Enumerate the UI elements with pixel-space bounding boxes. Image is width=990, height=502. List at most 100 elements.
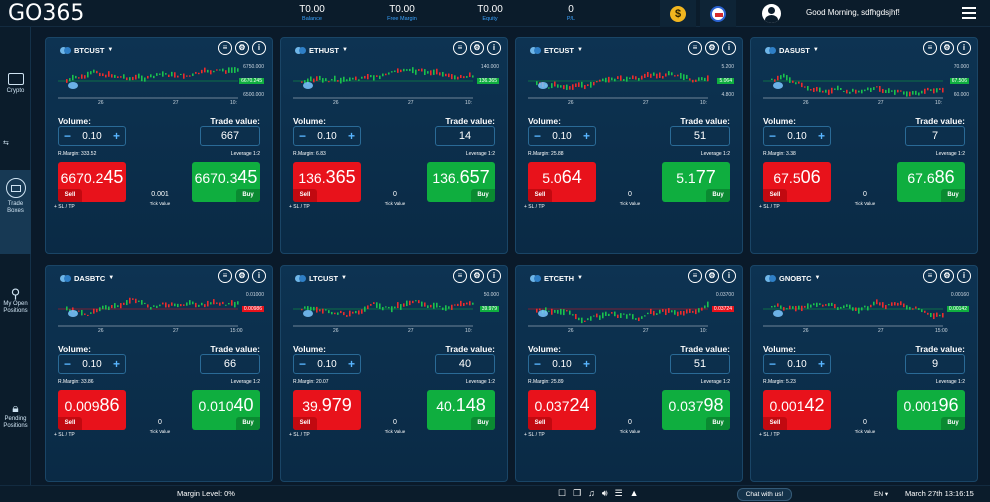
sidebar-item-pending-positions[interactable]: 🔒︎ Pending Positions bbox=[0, 402, 31, 430]
language-select[interactable]: EN ▾ bbox=[874, 491, 889, 498]
sell-button[interactable]: 67.506 Sell bbox=[763, 162, 831, 202]
volume-stepper[interactable]: − 0.10 + bbox=[58, 354, 126, 374]
volume-value[interactable]: 0.10 bbox=[552, 130, 572, 142]
minus-icon[interactable]: − bbox=[534, 357, 542, 371]
minus-icon[interactable]: − bbox=[769, 129, 777, 143]
buy-button[interactable]: 67.686 Buy bbox=[897, 162, 965, 202]
buy-button[interactable]: 6670.345 Buy bbox=[192, 162, 260, 202]
price-chart[interactable]: 26 27 10: 70.000 60.000 67.506 bbox=[763, 62, 969, 108]
avatar[interactable] bbox=[762, 4, 781, 23]
symbol-selector[interactable]: DASUST ▼ bbox=[765, 44, 819, 56]
minus-icon[interactable]: − bbox=[299, 357, 307, 371]
sl-tp-link[interactable]: + SL / TP bbox=[289, 204, 310, 210]
info-icon[interactable]: i bbox=[487, 269, 501, 283]
volume-value[interactable]: 0.10 bbox=[787, 130, 807, 142]
sl-tp-link[interactable]: + SL / TP bbox=[524, 432, 545, 438]
symbol-selector[interactable]: ETCUST ▼ bbox=[530, 44, 583, 56]
info-icon[interactable]: i bbox=[957, 269, 971, 283]
info-icon[interactable]: i bbox=[722, 41, 736, 55]
app-logo[interactable]: GO365 bbox=[8, 1, 85, 26]
minus-icon[interactable]: − bbox=[64, 129, 72, 143]
info-icon[interactable]: i bbox=[722, 269, 736, 283]
sidebar-item-trade-boxes[interactable]: Trade Boxes bbox=[0, 170, 31, 254]
volume-stepper[interactable]: − 0.10 + bbox=[293, 126, 361, 146]
volume-value[interactable]: 0.10 bbox=[82, 130, 102, 142]
volume-stepper[interactable]: − 0.10 + bbox=[58, 126, 126, 146]
symbol-selector[interactable]: LTCUST ▼ bbox=[295, 272, 347, 284]
buy-button[interactable]: 40.148 Buy bbox=[427, 390, 495, 430]
symbol-selector[interactable]: ETHUST ▼ bbox=[295, 44, 348, 56]
info-icon[interactable]: i bbox=[252, 269, 266, 283]
list-icon[interactable]: ≡ bbox=[688, 41, 702, 55]
minus-icon[interactable]: − bbox=[299, 129, 307, 143]
plus-icon[interactable]: + bbox=[817, 129, 825, 143]
minus-icon[interactable]: − bbox=[769, 357, 777, 371]
list-icon[interactable]: ≡ bbox=[688, 269, 702, 283]
volume-value[interactable]: 0.10 bbox=[552, 358, 572, 370]
sell-button[interactable]: 39.979 Sell bbox=[293, 390, 361, 430]
settings-icon[interactable]: ⚙ bbox=[235, 269, 249, 283]
list-icon[interactable]: ≡ bbox=[453, 269, 467, 283]
sell-button[interactable]: 0.03724 Sell bbox=[528, 390, 596, 430]
price-chart[interactable]: 26 27 15:00 0.00160 0.00142 bbox=[763, 290, 969, 336]
symbol-selector[interactable]: ETCETH ▼ bbox=[530, 272, 583, 284]
trade-value-field[interactable]: 14 bbox=[435, 126, 495, 146]
plus-icon[interactable]: + bbox=[582, 357, 590, 371]
sound-icon[interactable]: 🔊︎ bbox=[601, 488, 608, 498]
settings-icon[interactable]: ⚙ bbox=[940, 41, 954, 55]
sell-button[interactable]: 0.00142 Sell bbox=[763, 390, 831, 430]
buy-button[interactable]: 0.03798 Buy bbox=[662, 390, 730, 430]
sl-tp-link[interactable]: + SL / TP bbox=[759, 432, 780, 438]
trade-value-field[interactable]: 7 bbox=[905, 126, 965, 146]
sidebar-item-open-positions[interactable]: ⚲ My Open Positions bbox=[0, 287, 31, 315]
price-chart[interactable]: 26 27 10: 140.000 136.365 bbox=[293, 62, 499, 108]
volume-value[interactable]: 0.10 bbox=[317, 358, 337, 370]
windows-icon[interactable]: ❐ bbox=[573, 488, 582, 498]
settings-icon[interactable]: ⚙ bbox=[705, 41, 719, 55]
symbol-selector[interactable]: DASBTC ▼ bbox=[60, 272, 114, 284]
buy-button[interactable]: 5.177 Buy bbox=[662, 162, 730, 202]
info-icon[interactable]: i bbox=[957, 41, 971, 55]
trade-value-field[interactable]: 40 bbox=[435, 354, 495, 374]
settings-icon[interactable]: ⚙ bbox=[235, 41, 249, 55]
sl-tp-link[interactable]: + SL / TP bbox=[289, 432, 310, 438]
price-chart[interactable]: 26 27 15:00 0.01000 0.00986 bbox=[58, 290, 264, 336]
plus-icon[interactable]: + bbox=[582, 129, 590, 143]
minus-icon[interactable]: − bbox=[64, 357, 72, 371]
trade-value-field[interactable]: 667 bbox=[200, 126, 260, 146]
trade-value-field[interactable]: 9 bbox=[905, 354, 965, 374]
sidebar-item-crypto[interactable]: Crypto bbox=[0, 73, 31, 95]
swap-icon[interactable]: ⇆ bbox=[3, 140, 9, 147]
buy-button[interactable]: 136.657 Buy bbox=[427, 162, 495, 202]
volume-stepper[interactable]: − 0.10 + bbox=[763, 126, 831, 146]
trade-value-field[interactable]: 51 bbox=[670, 354, 730, 374]
chat-button[interactable]: Chat with us! bbox=[737, 488, 792, 501]
volume-stepper[interactable]: − 0.10 + bbox=[528, 126, 596, 146]
buy-button[interactable]: 0.01040 Buy bbox=[192, 390, 260, 430]
deposit-button[interactable]: $ bbox=[660, 0, 696, 27]
plus-icon[interactable]: + bbox=[112, 129, 120, 143]
trade-value-field[interactable]: 51 bbox=[670, 126, 730, 146]
sell-button[interactable]: 0.00986 Sell bbox=[58, 390, 126, 430]
sl-tp-link[interactable]: + SL / TP bbox=[54, 204, 75, 210]
list-icon[interactable]: ≡ bbox=[923, 269, 937, 283]
settings-icon[interactable]: ⚙ bbox=[470, 269, 484, 283]
window-icon[interactable]: ☐ bbox=[558, 488, 567, 498]
volume-stepper[interactable]: − 0.10 + bbox=[763, 354, 831, 374]
language-button[interactable] bbox=[700, 0, 736, 27]
volume-stepper[interactable]: − 0.10 + bbox=[293, 354, 361, 374]
volume-value[interactable]: 0.10 bbox=[317, 130, 337, 142]
bell-icon[interactable]: ♫ bbox=[588, 488, 595, 498]
buy-button[interactable]: 0.00196 Buy bbox=[897, 390, 965, 430]
sell-button[interactable]: 6670.245 Sell bbox=[58, 162, 126, 202]
plus-icon[interactable]: + bbox=[112, 357, 120, 371]
sl-tp-link[interactable]: + SL / TP bbox=[524, 204, 545, 210]
settings-icon[interactable]: ⚙ bbox=[705, 269, 719, 283]
menu-icon[interactable] bbox=[962, 7, 976, 19]
list-icon[interactable]: ≡ bbox=[218, 269, 232, 283]
list-icon[interactable]: ≡ bbox=[218, 41, 232, 55]
volume-value[interactable]: 0.10 bbox=[787, 358, 807, 370]
price-chart[interactable]: 26 27 10: 50.000 39.979 bbox=[293, 290, 499, 336]
layers-icon[interactable]: ▲ bbox=[629, 488, 639, 498]
volume-stepper[interactable]: − 0.10 + bbox=[528, 354, 596, 374]
